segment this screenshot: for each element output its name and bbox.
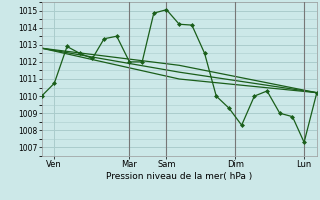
X-axis label: Pression niveau de la mer( hPa ): Pression niveau de la mer( hPa ): [106, 172, 252, 181]
